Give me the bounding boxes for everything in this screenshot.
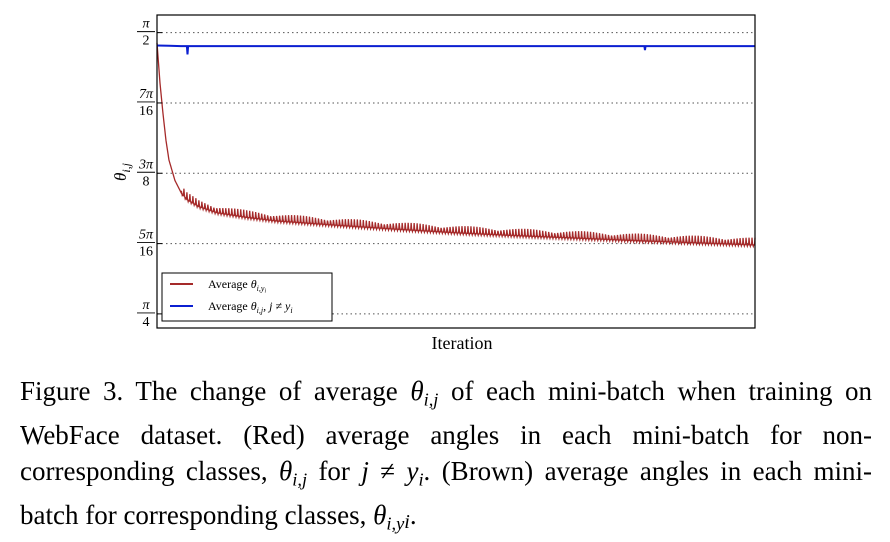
- y-tick-label: π2: [137, 17, 155, 49]
- y-tick-numerator: 3π: [138, 157, 154, 172]
- figure-label: Figure 3.: [20, 376, 124, 406]
- y-tick-label: 3π8: [137, 157, 155, 189]
- y-tick-denominator: 16: [139, 245, 153, 260]
- legend-label: Average θi,j, j ≠ yi: [208, 299, 293, 315]
- grid-lines: [157, 32, 755, 315]
- y-tick-numerator: π: [142, 17, 150, 32]
- y-tick-label: π4: [137, 298, 155, 330]
- y-axis-label: θi,j: [111, 162, 133, 181]
- legend-box: [161, 272, 333, 322]
- y-tick-denominator: 16: [139, 104, 153, 119]
- series-layer: [156, 42, 756, 249]
- y-tick-denominator: 8: [143, 174, 150, 189]
- y-tick-denominator: 2: [143, 34, 150, 49]
- figure-caption: Figure 3. The change of average θi,j of …: [20, 376, 873, 533]
- y-tick-numerator: 7π: [139, 87, 154, 102]
- y-tick-numerator: π: [142, 298, 150, 313]
- y-tick-numerator: 5π: [139, 228, 154, 243]
- plot-frame: [156, 14, 756, 329]
- y-tick-denominator: 4: [143, 315, 150, 330]
- x-axis-label: Iteration: [432, 333, 493, 353]
- legend-label: Average θi,yi: [208, 277, 266, 295]
- series-line-blue: [156, 44, 755, 55]
- series-line-brown: [156, 42, 756, 249]
- legend: Average θi,yi Average θi,j, j ≠ yi: [161, 272, 333, 322]
